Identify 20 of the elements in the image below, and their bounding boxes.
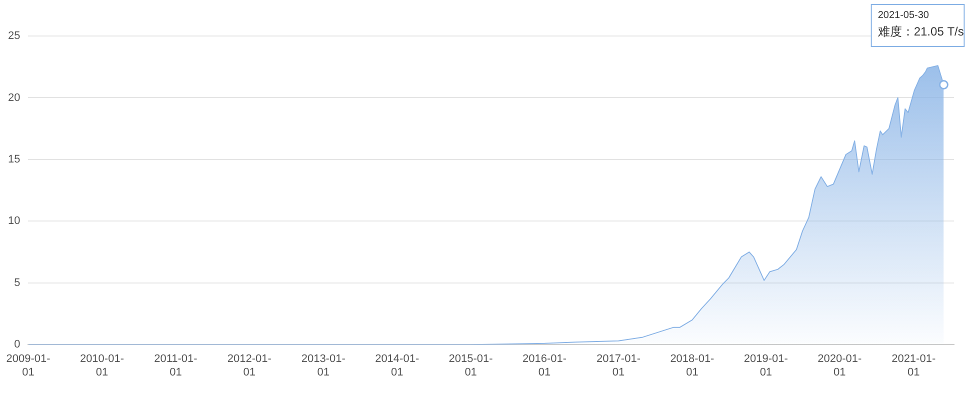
x-tick-label: 2011-01- 01 <box>154 353 198 378</box>
x-tick-label: 2020-01- 01 <box>818 353 862 378</box>
x-tick-label: 2010-01- 01 <box>80 353 124 378</box>
x-tick-label: 2021-01- 01 <box>892 353 936 378</box>
x-tick-label: 2012-01- 01 <box>227 353 272 378</box>
x-tick-label: 2009-01- 01 <box>6 353 51 378</box>
x-tick-label: 2017-01- 01 <box>596 353 641 378</box>
x-tick-label: 2016-01- 01 <box>522 353 567 378</box>
y-tick-label: 10 <box>8 215 20 228</box>
y-tick-label: 0 <box>14 338 20 351</box>
x-tick-label: 2013-01- 01 <box>301 353 346 378</box>
x-tick-label: 2018-01- 01 <box>670 353 715 378</box>
annotation: 2021-05-30 难度：21.05 T/s <box>876 10 964 38</box>
x-tick-label: 2014-01- 01 <box>375 353 420 378</box>
y-tick-label: 25 <box>8 30 20 42</box>
y-tick-label: 20 <box>8 92 20 104</box>
y-tick-label: 5 <box>14 276 20 289</box>
x-tick-label: 2019-01- 01 <box>744 353 788 378</box>
y-tick-label: 15 <box>8 153 20 166</box>
x-tick-label: 2015-01- 01 <box>448 353 494 378</box>
